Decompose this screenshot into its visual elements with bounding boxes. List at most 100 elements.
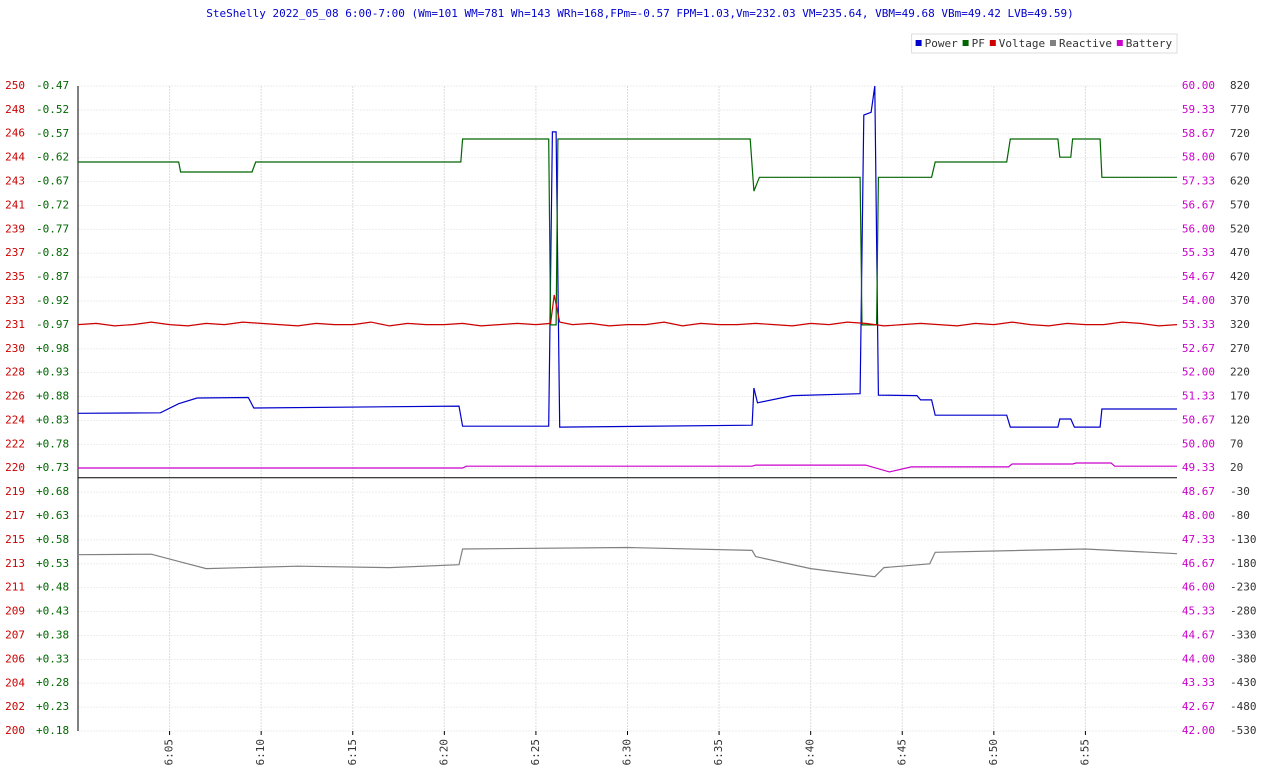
y-tick-label: 220	[1230, 366, 1250, 379]
y-tick-label: +0.88	[36, 390, 69, 403]
y-tick-label: +0.33	[36, 652, 69, 665]
y-tick-label: +0.73	[36, 461, 69, 474]
y-tick-label: 56.67	[1182, 198, 1215, 211]
y-tick-label: 370	[1230, 294, 1250, 307]
legend-label: Reactive	[1059, 37, 1112, 50]
y-tick-label: -130	[1230, 533, 1257, 546]
x-tick-label: 6:20	[437, 739, 450, 766]
y-tick-label: +0.53	[36, 557, 69, 570]
legend-label: Voltage	[999, 37, 1045, 50]
y-tick-label: -230	[1230, 581, 1257, 594]
y-tick-label: 44.67	[1182, 628, 1215, 641]
y-tick-label: 44.00	[1182, 652, 1215, 665]
y-tick-label: -330	[1230, 628, 1257, 641]
y-tick-label: 228	[5, 366, 25, 379]
x-tick-label: 6:30	[621, 739, 634, 766]
y-tick-label: 55.33	[1182, 246, 1215, 259]
y-tick-label: 233	[5, 294, 25, 307]
y-tick-label: 570	[1230, 198, 1250, 211]
y-tick-label: -0.97	[36, 318, 69, 331]
y-tick-label: 51.33	[1182, 390, 1215, 403]
y-tick-label: +0.78	[36, 437, 69, 450]
legend-box	[911, 33, 1178, 54]
y-tick-label: 230	[5, 342, 25, 355]
y-tick-label: 207	[5, 628, 25, 641]
legend-swatch	[915, 40, 922, 46]
y-tick-label: 248	[5, 103, 25, 116]
x-tick-label: 6:10	[254, 739, 267, 766]
y-tick-label: 215	[5, 533, 25, 546]
y-tick-label: 620	[1230, 175, 1250, 188]
legend-label: Power	[925, 37, 958, 50]
y-tick-label: +0.98	[36, 342, 69, 355]
y-tick-label: 200	[5, 724, 25, 737]
y-tick-label: 213	[5, 557, 25, 570]
x-tick-label: 6:25	[529, 739, 542, 766]
y-tick-label: -0.62	[36, 151, 69, 164]
y-tick-label: 43.33	[1182, 676, 1215, 689]
y-tick-label: 46.67	[1182, 557, 1215, 570]
y-tick-label: 202	[5, 700, 25, 713]
x-tick-label: 6:15	[346, 739, 359, 766]
y-tick-label: 42.67	[1182, 700, 1215, 713]
y-tick-label: 50.67	[1182, 413, 1215, 426]
y-tick-label: 54.67	[1182, 270, 1215, 283]
y-tick-label: 244	[5, 151, 25, 164]
y-tick-label: 206	[5, 652, 25, 665]
legend-swatch	[989, 40, 996, 46]
y-tick-label: 320	[1230, 318, 1250, 331]
y-tick-label: 270	[1230, 342, 1250, 355]
y-tick-label: +0.28	[36, 676, 69, 689]
y-tick-label: 220	[5, 461, 25, 474]
y-tick-label: -0.52	[36, 103, 69, 116]
y-tick-label: -480	[1230, 700, 1257, 713]
y-tick-label: 241	[5, 198, 25, 211]
y-tick-label: 20	[1230, 461, 1243, 474]
y-tick-label: +0.63	[36, 509, 69, 522]
y-tick-label: 48.00	[1182, 509, 1215, 522]
x-tick-label: 6:05	[163, 739, 176, 766]
y-tick-label: -530	[1230, 724, 1257, 737]
y-tick-label: 70	[1230, 437, 1243, 450]
y-tick-label: +0.18	[36, 724, 69, 737]
y-tick-label: 204	[5, 676, 25, 689]
y-tick-label: 120	[1230, 413, 1250, 426]
y-tick-label: 246	[5, 127, 25, 140]
y-tick-label: -180	[1230, 557, 1257, 570]
y-tick-label: +0.43	[36, 605, 69, 618]
y-tick-label: 520	[1230, 222, 1250, 235]
y-tick-label: -0.87	[36, 270, 69, 283]
y-tick-label: 243	[5, 175, 25, 188]
y-tick-label: 420	[1230, 270, 1250, 283]
y-tick-label: 670	[1230, 151, 1250, 164]
y-tick-label: 224	[5, 413, 25, 426]
y-tick-label: 222	[5, 437, 25, 450]
y-tick-label: +0.38	[36, 628, 69, 641]
y-tick-label: 58.67	[1182, 127, 1215, 140]
y-tick-label: 226	[5, 390, 25, 403]
y-tick-label: 170	[1230, 390, 1250, 403]
y-tick-label: -0.67	[36, 175, 69, 188]
series-line	[78, 462, 1177, 473]
y-tick-label: -430	[1230, 676, 1257, 689]
y-tick-label: 50.00	[1182, 437, 1215, 450]
y-tick-label: 720	[1230, 127, 1250, 140]
y-tick-label: -30	[1230, 485, 1250, 498]
y-tick-label: -0.82	[36, 246, 69, 259]
y-tick-label: 59.33	[1182, 103, 1215, 116]
y-tick-label: 237	[5, 246, 25, 259]
y-tick-label: 231	[5, 318, 25, 331]
y-tick-label: 219	[5, 485, 25, 498]
y-tick-label: 239	[5, 222, 25, 235]
x-tick-label: 6:40	[804, 739, 817, 766]
y-tick-label: -280	[1230, 605, 1257, 618]
legend-swatch	[962, 40, 969, 46]
y-tick-label: -80	[1230, 509, 1250, 522]
y-tick-label: 57.33	[1182, 175, 1215, 188]
y-tick-label: 49.33	[1182, 461, 1215, 474]
legend-swatch	[1116, 40, 1123, 46]
y-tick-label: 56.00	[1182, 222, 1215, 235]
y-tick-label: 52.00	[1182, 366, 1215, 379]
y-tick-label: +0.93	[36, 366, 69, 379]
